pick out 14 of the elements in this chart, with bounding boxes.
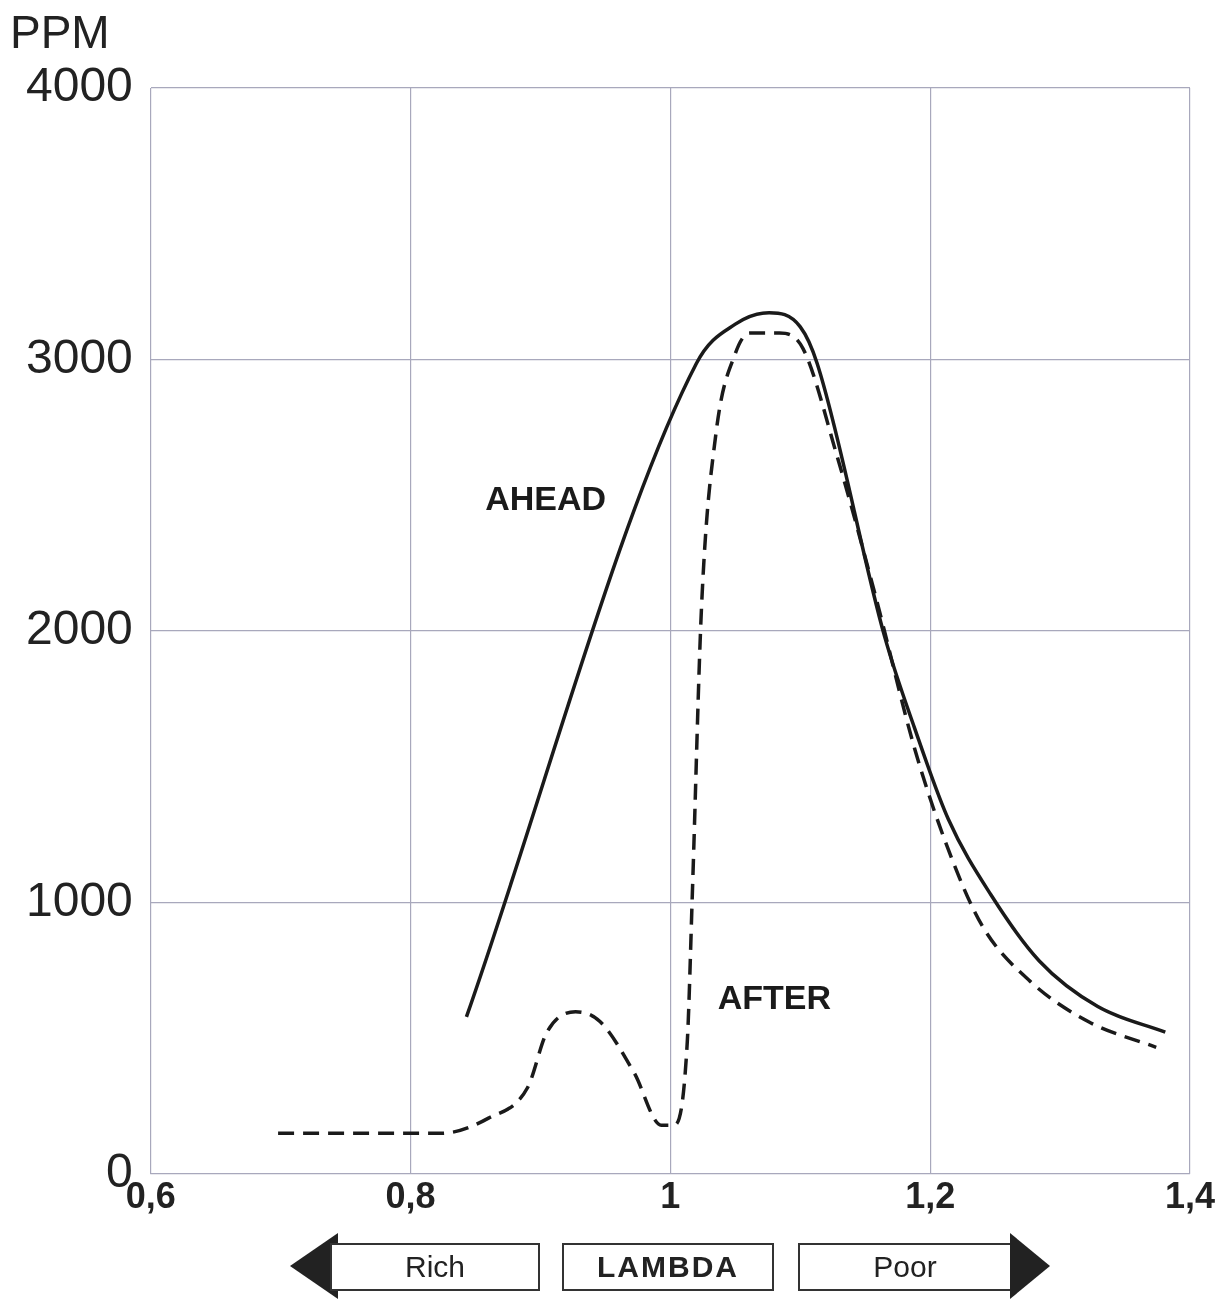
x-tick-label: 1,2 bbox=[905, 1175, 956, 1217]
x-tick-label: 1 bbox=[660, 1175, 681, 1217]
x-tick-label: 0,8 bbox=[385, 1175, 436, 1217]
text: Poor bbox=[798, 1243, 1012, 1291]
series-label: AHEAD bbox=[485, 478, 607, 517]
x-tick-label: 1,4 bbox=[1164, 1175, 1215, 1217]
y-tick-label: 3000 bbox=[26, 329, 133, 383]
x-axis-title: LAMBDA bbox=[562, 1243, 774, 1291]
y-tick-label: 2000 bbox=[26, 601, 133, 655]
y-axis-title: PPM bbox=[10, 5, 110, 58]
text: Rich bbox=[330, 1243, 540, 1291]
y-tick-label: 4000 bbox=[26, 58, 133, 112]
series-label: AFTER bbox=[717, 978, 831, 1017]
y-tick-label: 1000 bbox=[26, 872, 133, 926]
